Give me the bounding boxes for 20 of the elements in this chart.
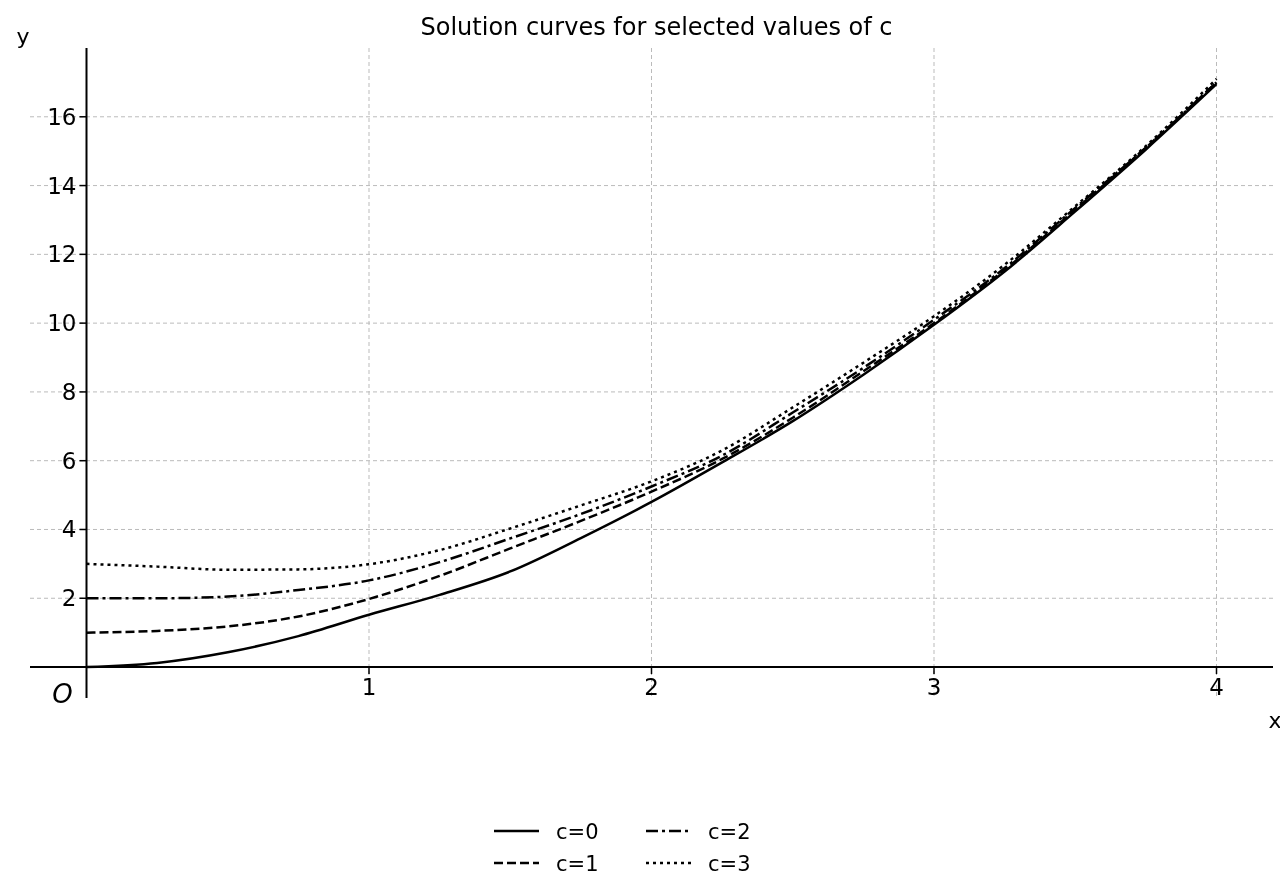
y-tick-label: 12 (47, 241, 77, 268)
y-tick-label: 6 (61, 447, 77, 474)
y-tick-label: 4 (61, 516, 77, 543)
chart-title: Solution curves for selected values of c (420, 13, 893, 41)
x-axis-title: x (1268, 708, 1280, 733)
x-tick-label: 2 (644, 674, 659, 701)
y-tick-label: 14 (47, 172, 77, 199)
legend-label: c=2 (708, 820, 751, 844)
annotation: O (52, 679, 73, 710)
legend-label: c=3 (708, 852, 751, 876)
x-tick-label: 3 (926, 674, 942, 701)
y-tick-label: 16 (47, 103, 77, 130)
x-tick-label: 1 (361, 674, 377, 701)
y-tick-label: 10 (47, 310, 77, 337)
y-axis-title: y (16, 24, 30, 49)
y-tick-label: 2 (61, 585, 77, 612)
legend-label: c=0 (556, 820, 599, 844)
x-tick-label: 4 (1209, 674, 1224, 701)
legend-label: c=1 (556, 852, 599, 876)
y-tick-label: 8 (61, 378, 77, 405)
